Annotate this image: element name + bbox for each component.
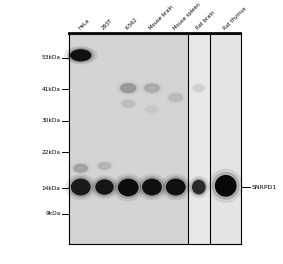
Ellipse shape — [143, 179, 161, 195]
Ellipse shape — [164, 177, 188, 197]
Ellipse shape — [192, 84, 205, 92]
Bar — [188, 34, 210, 244]
Ellipse shape — [69, 177, 93, 197]
Ellipse shape — [65, 47, 97, 64]
Text: SNRPD1: SNRPD1 — [251, 185, 276, 190]
Text: 22kDa: 22kDa — [42, 150, 61, 155]
Ellipse shape — [166, 179, 185, 195]
Ellipse shape — [191, 178, 207, 196]
Ellipse shape — [216, 176, 236, 196]
Ellipse shape — [97, 162, 112, 170]
Ellipse shape — [193, 180, 205, 194]
Ellipse shape — [209, 169, 242, 202]
Ellipse shape — [145, 84, 159, 92]
Ellipse shape — [98, 163, 110, 169]
Ellipse shape — [137, 175, 167, 200]
Ellipse shape — [66, 175, 96, 200]
Ellipse shape — [145, 105, 159, 113]
Text: Rat brain: Rat brain — [195, 10, 216, 31]
Ellipse shape — [169, 94, 182, 101]
Ellipse shape — [147, 106, 157, 112]
Text: 53kDa: 53kDa — [42, 55, 61, 60]
Ellipse shape — [72, 164, 89, 173]
Ellipse shape — [119, 179, 138, 196]
Text: Rat thymus: Rat thymus — [222, 6, 247, 31]
Text: 41kDa: 41kDa — [42, 87, 61, 92]
Text: HeLa: HeLa — [77, 18, 90, 31]
Ellipse shape — [140, 177, 164, 197]
Ellipse shape — [113, 175, 144, 201]
Text: K-562: K-562 — [125, 17, 139, 31]
Ellipse shape — [189, 176, 209, 198]
Text: Mouse brain: Mouse brain — [149, 5, 175, 31]
Ellipse shape — [119, 83, 138, 93]
Ellipse shape — [93, 178, 115, 196]
Ellipse shape — [121, 100, 136, 108]
Ellipse shape — [194, 85, 204, 91]
Text: 30kDa: 30kDa — [42, 118, 61, 123]
Ellipse shape — [74, 165, 87, 172]
Ellipse shape — [161, 175, 190, 200]
Ellipse shape — [68, 48, 94, 62]
Bar — [69, 34, 188, 244]
Ellipse shape — [91, 176, 118, 198]
Ellipse shape — [213, 173, 239, 199]
Ellipse shape — [121, 84, 136, 92]
Text: 14kDa: 14kDa — [42, 186, 61, 191]
Text: 9kDa: 9kDa — [45, 211, 61, 216]
Ellipse shape — [96, 180, 113, 194]
Text: Mouse spleen: Mouse spleen — [172, 2, 201, 31]
Ellipse shape — [115, 177, 141, 198]
Bar — [210, 34, 241, 244]
Ellipse shape — [143, 83, 161, 93]
Ellipse shape — [122, 101, 134, 107]
Text: 293T: 293T — [101, 18, 114, 31]
Ellipse shape — [71, 50, 91, 61]
Ellipse shape — [167, 93, 184, 102]
Ellipse shape — [72, 179, 90, 195]
